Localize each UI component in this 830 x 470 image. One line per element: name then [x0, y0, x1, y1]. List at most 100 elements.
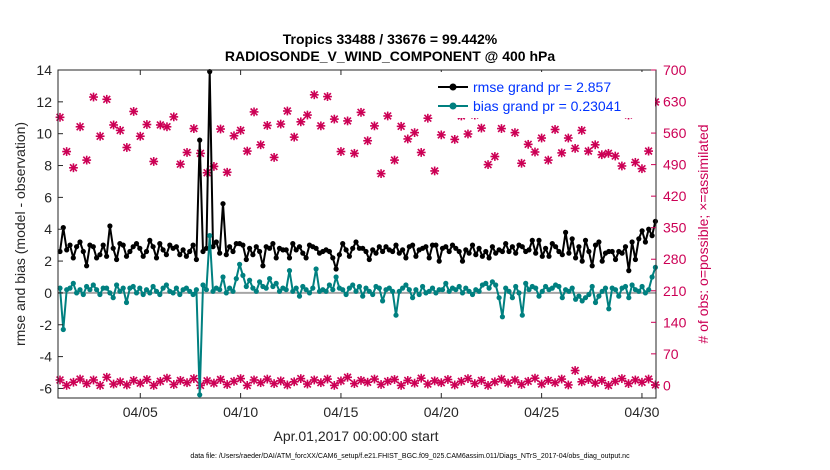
obs-count-upper-marker: [543, 155, 553, 165]
obs-count-upper-marker: [316, 121, 326, 131]
obs-count-upper-marker: [276, 119, 286, 129]
y2-tick-label: 350: [663, 220, 687, 236]
rmse-point: [336, 252, 342, 258]
obs-count-upper-marker: [523, 139, 533, 149]
rmse-point: [436, 258, 442, 264]
rmse-point: [486, 255, 492, 261]
chart-title: Tropics 33488 / 33676 = 99.442%: [283, 31, 498, 47]
obs-count-lower-marker: [343, 372, 352, 382]
rmse-point: [629, 239, 635, 245]
rmse-point: [443, 244, 449, 250]
bias-point: [263, 285, 269, 291]
obs-count-upper-marker: [436, 130, 446, 140]
x-axis: 04/05 04/10 04/15 04/20 04/25 04/30: [123, 70, 660, 420]
bias-point: [250, 285, 256, 291]
bias-point: [433, 290, 439, 296]
y2-tick-label: 630: [663, 94, 687, 110]
obs-count-upper-marker: [62, 147, 72, 156]
obs-count-lower-marker: [349, 379, 359, 388]
y2-tick-label: 140: [663, 314, 687, 330]
bias-point: [343, 291, 349, 298]
obs-count-upper-marker: [390, 155, 399, 165]
bias-point: [276, 288, 283, 294]
bias-point: [420, 283, 426, 290]
obs-count-upper-marker: [242, 146, 252, 156]
bias-point: [406, 287, 412, 293]
rmse-point: [609, 248, 615, 255]
bias-point: [107, 290, 113, 296]
rmse-point: [253, 244, 259, 250]
obs-count-upper-marker: [490, 152, 500, 161]
rmse-point: [197, 137, 203, 143]
rmse-point: [283, 247, 289, 253]
rmse-point: [396, 250, 402, 256]
bias-point: [227, 285, 233, 291]
obs-count-lower-marker: [323, 374, 332, 384]
obs-count-lower-marker: [370, 374, 379, 384]
y-tick-label: 14: [36, 62, 52, 78]
bias-point: [173, 285, 179, 291]
plot-frame: [57, 69, 657, 399]
rmse-point: [260, 263, 266, 269]
bias-point: [94, 287, 100, 293]
obs-count-upper-marker: [590, 140, 600, 150]
rmse-point: [343, 247, 349, 253]
bias-point: [110, 295, 116, 301]
bias-point: [493, 282, 499, 288]
bias-point: [104, 285, 110, 291]
bias-point: [240, 272, 246, 278]
obs-count-upper-marker: [463, 129, 473, 139]
rmse-point: [57, 248, 63, 255]
obs-count-upper-marker: [557, 148, 567, 158]
bias-point: [416, 291, 422, 298]
rmse-point: [423, 244, 429, 250]
obs-count-lower-marker: [102, 372, 112, 382]
bias-point: [97, 291, 103, 298]
rmse-point: [453, 245, 459, 251]
obs-count-lower-marker: [303, 379, 312, 389]
bias-point: [137, 285, 143, 291]
bias-point: [596, 293, 602, 299]
obs-count-upper-marker: [450, 134, 460, 144]
rmse-point: [493, 250, 499, 256]
obs-count-lower-marker: [115, 377, 125, 387]
rmse-point: [632, 256, 639, 263]
rmse-point: [476, 245, 482, 251]
bias-point: [576, 293, 582, 299]
bias-point: [303, 287, 309, 293]
bias-point: [513, 283, 519, 290]
y-tick-label: 12: [36, 94, 52, 110]
obs-count-lower-marker: [543, 376, 553, 385]
obs-count-lower-marker: [450, 380, 460, 390]
y2-tick-label: 210: [663, 283, 687, 299]
obs-count-lower-marker: [316, 378, 326, 388]
rmse-point: [230, 248, 236, 255]
bias-point: [453, 287, 459, 293]
rmse-point: [370, 247, 376, 253]
obs-count-upper-marker: [323, 92, 332, 101]
bias-point: [147, 290, 153, 296]
rmse-point: [569, 236, 575, 242]
bias-point: [140, 291, 146, 298]
rmse-point: [479, 253, 485, 259]
bias-point: [403, 282, 409, 288]
y-tick-label: 10: [36, 126, 52, 142]
obs-count-upper-marker: [109, 120, 118, 130]
bias-point: [483, 280, 489, 286]
x-tick-label: 04/25: [524, 404, 559, 420]
rmse-point: [456, 248, 462, 255]
obs-count-upper-marker: [383, 111, 393, 121]
bias-point: [330, 287, 336, 293]
rmse-point: [403, 255, 409, 261]
rmse-point: [193, 256, 199, 263]
obs-count-lower-marker: [216, 375, 225, 384]
obs-count-lower-marker: [463, 374, 473, 384]
obs-count-upper-marker: [370, 121, 379, 131]
obs-count-upper-marker: [296, 117, 306, 127]
bias-point: [160, 285, 166, 291]
bias-point: [296, 293, 303, 299]
obs-count-lower-marker: [222, 380, 232, 389]
obs-count-upper-marker: [142, 120, 152, 129]
obs-count-upper-marker: [416, 148, 426, 157]
bias-point: [74, 290, 80, 296]
